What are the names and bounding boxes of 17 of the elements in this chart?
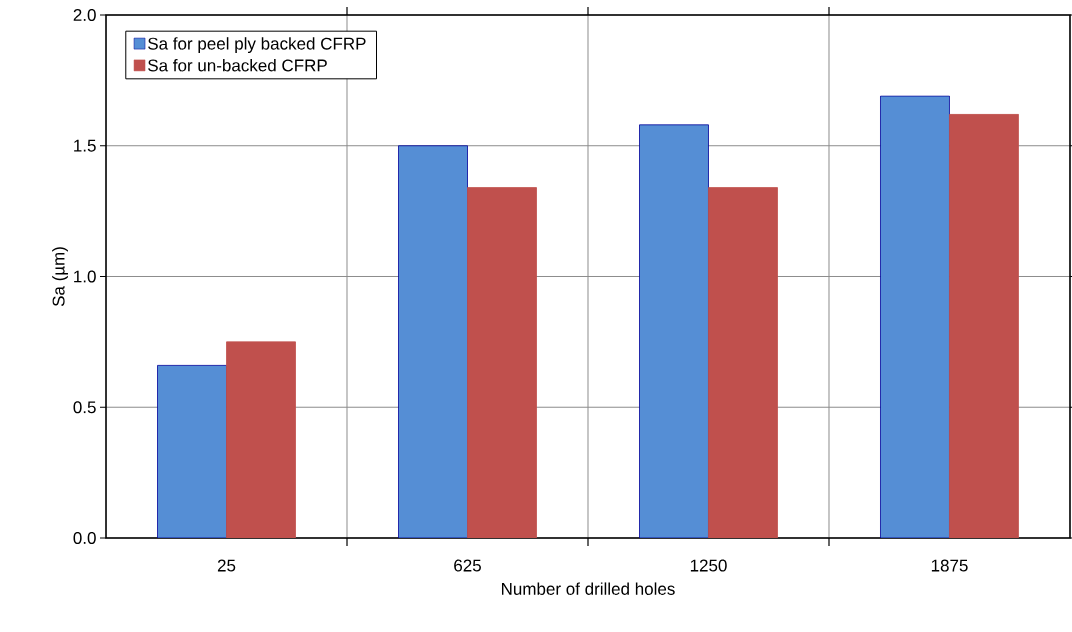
y-axis-title: Sa (µm) [52, 247, 68, 307]
x-tick-label: 1250 [690, 559, 727, 572]
y-tick-label: 1.5 [74, 139, 96, 152]
bar [157, 365, 227, 538]
bar [639, 124, 709, 538]
x-tick-label: 25 [217, 559, 236, 572]
y-tick-label: 2.0 [73, 8, 96, 22]
y-tick-label: 0.5 [73, 401, 96, 414]
x-tick-label: 1875 [931, 559, 968, 572]
bar [880, 95, 950, 538]
legend-label: Sa for peel ply backed CFRP [148, 37, 366, 54]
x-tick-label: 625 [454, 559, 481, 572]
bar [398, 145, 468, 538]
y-tick-label: 0.0 [73, 531, 96, 545]
x-axis-title: Number of drilled holes [501, 582, 675, 595]
y-tick-label: 1.0 [74, 270, 96, 283]
legend-label: Sa for un-backed CFRP [148, 59, 327, 72]
